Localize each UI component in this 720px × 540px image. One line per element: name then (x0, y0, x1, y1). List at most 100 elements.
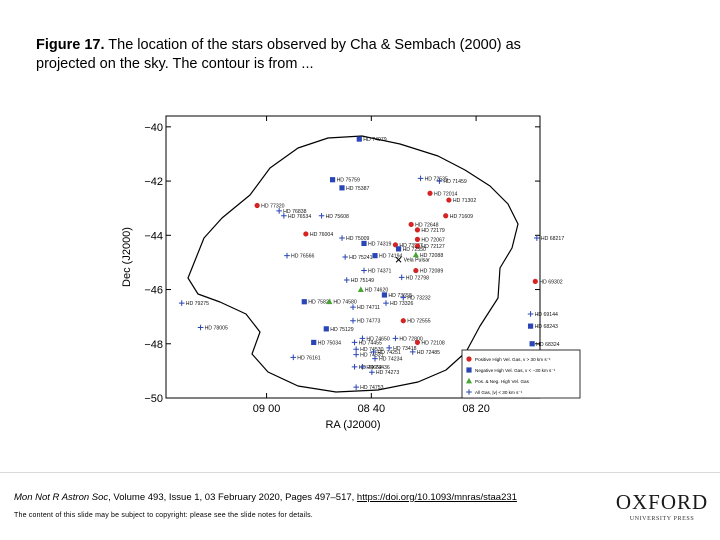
star-marker (534, 235, 540, 241)
star-label: HD 72555 (407, 319, 430, 325)
star-label: HD 75129 (330, 327, 353, 333)
caption-label: Figure 17. (36, 37, 105, 53)
star-label: HD 77320 (261, 203, 284, 209)
star-marker (532, 278, 538, 285)
y-tick-label: −46 (144, 285, 163, 297)
star-marker (178, 300, 185, 306)
x-axis-label: RA (J2000) (325, 419, 380, 431)
star-label: HD 74455 (359, 340, 382, 346)
star-label: HD 76566 (291, 254, 314, 260)
star-map-chart: −40 −42 −44 −46 −48 −50 09 00 08 40 08 20 RA (J20… (121, 115, 581, 431)
star-label: HD 72535 (425, 176, 448, 182)
star-marker (395, 246, 402, 252)
star-label: HD 71302 (453, 198, 476, 204)
chart-axes: −40 −42 −44 −46 −48 −50 09 00 08 40 08 20 RA (J20… (121, 115, 541, 431)
y-tick-label: −40 (144, 122, 163, 134)
star-label: HD 74194 (379, 254, 402, 260)
star-marker (356, 136, 362, 142)
footer-divider (0, 472, 720, 473)
star-marker (343, 277, 350, 283)
star-label: HD 74650 (366, 336, 389, 342)
star-label: HD 69302 (539, 279, 562, 285)
star-marker (323, 326, 329, 332)
star-label: HD 73326 (390, 301, 413, 307)
caption-text: The location of the stars observed by Ch… (36, 37, 521, 72)
star-marker (400, 318, 406, 324)
star-marker (414, 243, 421, 249)
star-label: HD 72179 (421, 228, 444, 234)
star-marker (443, 213, 449, 219)
star-marker (342, 254, 348, 260)
star-label: HD 74620 (365, 288, 388, 294)
star-label: HD 72089 (420, 269, 443, 275)
star-marker (318, 212, 325, 219)
star-marker (412, 251, 419, 258)
star-marker (361, 240, 367, 247)
star-label: HD 74773 (357, 319, 380, 325)
star-label: HD 75034 (318, 340, 341, 346)
star-label: HD 74711 (357, 305, 380, 311)
x-tick-label: 08 40 (358, 403, 386, 415)
star-label: HD 76004 (310, 232, 333, 238)
star-label: HD 69144 (535, 312, 558, 318)
star-label: HD 72648 (415, 222, 438, 228)
star-label: HD 68324 (536, 342, 559, 348)
copyright-notice: The content of this slide may be subject… (14, 512, 313, 519)
legend-symbol (466, 389, 472, 395)
logo-wordmark: OXFORD (615, 490, 709, 514)
star-label: HD 78005 (205, 326, 228, 332)
x-tick-label: 09 00 (253, 403, 281, 415)
oxford-logo[interactable]: OXFORD UNIVERSITY PRESS (612, 490, 712, 522)
star-marker (197, 324, 204, 331)
star-marker (301, 299, 307, 305)
star-marker (414, 339, 421, 346)
star-marker (417, 175, 424, 182)
star-marker (370, 349, 377, 355)
contour-line (187, 135, 519, 393)
star-marker (436, 178, 443, 184)
star-marker (311, 339, 317, 346)
star-label: HD 71609 (450, 214, 473, 220)
star-marker (414, 227, 421, 233)
legend-entry: Negative High Vel. Gas, v < −30 km s⁻¹ (475, 368, 556, 373)
doi-link[interactable]: https://doi.org/10.1093/mnras/staa231 (356, 492, 517, 503)
star-label: HD 72088 (420, 253, 443, 259)
star-label: HD 72067 (421, 237, 444, 243)
star-marker (414, 236, 421, 242)
citation: Mon Not R Astron Soc, Volume 493, Issue … (14, 492, 517, 503)
star-marker (361, 267, 367, 274)
star-label: HD 74234 (379, 357, 402, 363)
vela-pulsar-label: Vela Pulsar (404, 258, 431, 264)
star-label: HD 72798 (406, 275, 429, 281)
star-marker (290, 354, 297, 361)
figure-caption: Figure 17. The location of the stars obs… (36, 36, 556, 74)
star-marker (351, 339, 358, 346)
star-label: HD 72127 (421, 244, 444, 250)
star-label: HD 74979 (363, 137, 386, 143)
star-marker (303, 231, 309, 237)
star-label: HD 72350 (403, 247, 426, 253)
star-label: HD 72485 (417, 350, 440, 356)
plot-frame (165, 115, 541, 399)
legend-box (461, 349, 581, 399)
journal-name: Mon Not R Astron Soc (14, 492, 109, 503)
x-tick-label: 08 20 (462, 403, 490, 415)
star-label: HD 74753 (360, 385, 383, 391)
star-marker (353, 351, 359, 358)
star-label: HD 74530 (360, 347, 383, 353)
star-marker (529, 341, 535, 347)
star-marker (353, 346, 359, 352)
star-marker (326, 298, 333, 305)
star-marker (383, 300, 389, 306)
star-label: HD 72800 (399, 336, 422, 342)
star-marker (359, 335, 366, 342)
legend-symbol (466, 356, 472, 362)
star-label: HD 68243 (535, 324, 558, 330)
star-label: HD 74531 (360, 353, 383, 359)
star-label: HD 75759 (337, 178, 360, 184)
star-marker (339, 185, 345, 191)
y-axis-label: Dec (J2000) (121, 227, 133, 287)
star-marker (276, 208, 282, 214)
star-marker (427, 190, 433, 196)
star-marker (372, 253, 378, 259)
